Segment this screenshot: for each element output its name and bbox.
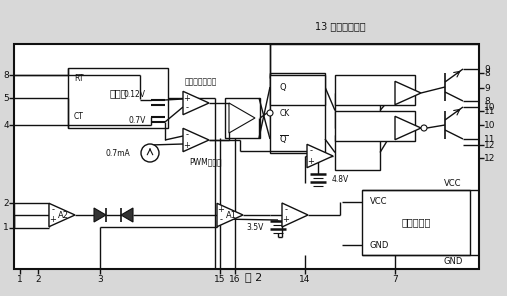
Text: PWM比较器: PWM比较器 [190, 157, 222, 166]
Text: -: - [284, 205, 287, 215]
Text: GND: GND [370, 240, 389, 250]
Text: 5: 5 [3, 94, 9, 102]
Bar [68, 68, 168, 128]
Text: 11: 11 [484, 107, 495, 115]
Polygon shape [183, 128, 209, 152]
Text: 10: 10 [484, 120, 495, 130]
Polygon shape [282, 203, 308, 227]
Text: CK: CK [280, 109, 290, 118]
Text: 16: 16 [229, 275, 241, 284]
Text: 14: 14 [299, 275, 311, 284]
Text: 基准电压源: 基准电压源 [402, 218, 430, 228]
Text: 15: 15 [214, 275, 226, 284]
Bar [335, 75, 415, 105]
Text: RT: RT [74, 73, 84, 83]
Text: +: + [308, 157, 314, 165]
Text: 9: 9 [484, 65, 490, 73]
Polygon shape [395, 81, 421, 105]
Text: 0.7V: 0.7V [129, 116, 146, 125]
Text: -: - [220, 215, 223, 224]
Text: Q: Q [280, 83, 286, 91]
Text: +: + [184, 141, 191, 149]
Text: 12: 12 [484, 154, 495, 163]
Text: A1: A1 [226, 210, 236, 220]
Polygon shape [307, 144, 333, 168]
Bar [362, 190, 470, 255]
Text: 3: 3 [97, 275, 103, 284]
Bar [14, 44, 479, 269]
Text: 0.12V: 0.12V [124, 90, 146, 99]
Bar [270, 73, 325, 153]
Text: -: - [309, 147, 312, 155]
Polygon shape [49, 203, 75, 227]
Text: 10: 10 [484, 102, 495, 112]
Text: -: - [52, 205, 54, 215]
Text: 8: 8 [484, 68, 490, 78]
Text: +: + [184, 94, 191, 102]
Text: +: + [282, 215, 289, 224]
Bar [335, 111, 415, 141]
Text: 9: 9 [484, 83, 490, 93]
Text: 图 2: 图 2 [245, 272, 262, 282]
Text: -: - [186, 104, 189, 112]
Circle shape [421, 125, 427, 131]
Text: +: + [218, 205, 225, 215]
Text: 4.8V: 4.8V [332, 176, 349, 184]
Text: VCC: VCC [444, 179, 461, 189]
Circle shape [267, 110, 273, 116]
Text: 2: 2 [35, 275, 41, 284]
Bar [335, 93, 380, 128]
Text: 1: 1 [17, 275, 23, 284]
Text: 0.7mA: 0.7mA [105, 149, 130, 157]
Bar [270, 75, 325, 105]
Text: -: - [186, 131, 189, 139]
Polygon shape [121, 208, 133, 222]
Text: VCC: VCC [370, 197, 387, 207]
Text: 3.5V: 3.5V [246, 223, 264, 231]
Text: 4: 4 [4, 120, 9, 130]
Polygon shape [229, 103, 255, 133]
Text: 8: 8 [3, 70, 9, 80]
Bar [225, 98, 260, 138]
Text: 死区时间比较器: 死区时间比较器 [185, 78, 217, 86]
Text: A2: A2 [57, 210, 68, 220]
Text: 12: 12 [484, 141, 495, 149]
Text: 11: 11 [484, 134, 495, 144]
Text: 2: 2 [4, 199, 9, 207]
Text: GND: GND [444, 257, 463, 266]
Text: 13 输出方式控制: 13 输出方式控制 [315, 21, 366, 31]
Text: Q: Q [280, 134, 286, 144]
Text: 7: 7 [392, 275, 398, 284]
Text: CT: CT [74, 112, 84, 120]
Polygon shape [183, 91, 209, 115]
Polygon shape [395, 116, 421, 140]
Text: 振荡器: 振荡器 [109, 88, 127, 98]
Circle shape [141, 144, 159, 162]
Polygon shape [94, 208, 106, 222]
Bar [335, 135, 380, 170]
Text: 8: 8 [484, 96, 490, 105]
Text: +: + [50, 215, 56, 224]
Text: 1: 1 [3, 223, 9, 232]
Polygon shape [217, 203, 243, 227]
